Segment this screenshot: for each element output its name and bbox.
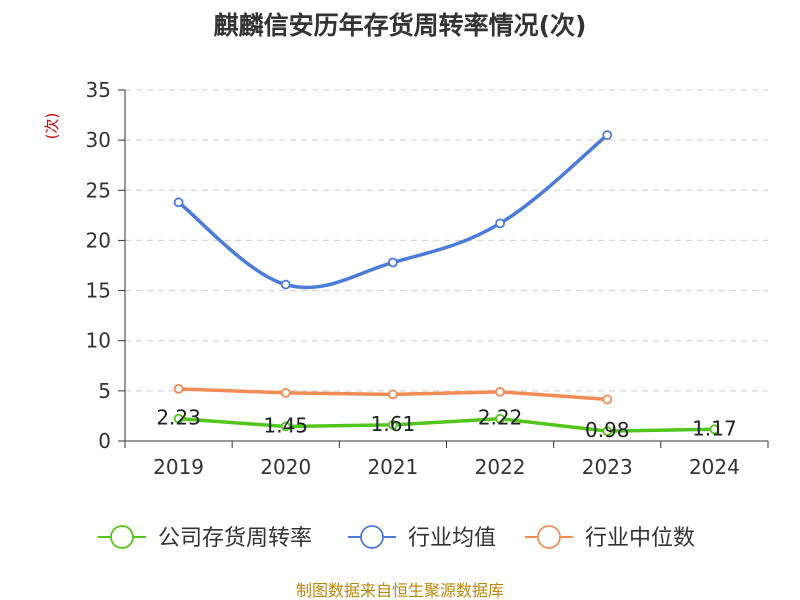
y-tick-label: 25	[86, 178, 111, 202]
data-point	[388, 257, 398, 268]
data-point	[173, 383, 184, 394]
data-label: 1.17	[692, 416, 737, 440]
legend-marker	[360, 525, 384, 549]
y-tick-label: 35	[86, 78, 111, 102]
data-point	[602, 394, 613, 405]
grid-lines	[125, 89, 768, 392]
data-label: 2.22	[478, 406, 523, 430]
data-point	[388, 389, 398, 400]
data-point	[709, 424, 720, 435]
y-tick-label: 30	[86, 128, 111, 152]
data-label: 1.45	[263, 413, 308, 437]
y-tick-label: 15	[86, 279, 111, 303]
series-lines	[173, 130, 720, 437]
legend: 公司存货周转率 行业均值 行业中位数	[98, 525, 695, 551]
x-tick-label: 2021	[367, 455, 418, 479]
series-line	[176, 416, 717, 433]
x-tick-label: 2023	[582, 455, 633, 479]
legend-label: 行业均值	[408, 526, 496, 551]
data-point	[280, 421, 291, 432]
data-label: 2.23	[156, 406, 201, 430]
legend-marker	[110, 525, 134, 549]
data-point	[173, 413, 184, 424]
data-point	[280, 387, 291, 398]
legend-marker	[537, 525, 561, 549]
y-tick-label: 20	[86, 228, 111, 252]
data-point	[495, 413, 505, 424]
data-label: 0.98	[585, 418, 630, 442]
x-tick-label: 2020	[260, 455, 311, 479]
y-tick-label: 0	[98, 429, 111, 453]
y-axis-unit: (次)	[43, 113, 61, 140]
data-point	[173, 197, 184, 208]
data-point	[602, 426, 613, 437]
data-point	[495, 386, 505, 397]
legend-label: 公司存货周转率	[158, 526, 312, 551]
data-point	[280, 279, 291, 290]
data-point	[495, 218, 505, 229]
axes: 0 5 10 15 20 25 30 35 2019 2020 2021 2022 2023 2024	[86, 78, 769, 479]
legend-label: 行业中位数	[585, 526, 695, 551]
data-labels: 2.23 1.45 1.61 2.22 0.98 1.17	[156, 406, 736, 443]
chart-title: 麒麟信安历年存货周转率情况(次)	[214, 11, 587, 40]
data-point	[602, 130, 613, 141]
y-tick-label: 5	[98, 379, 111, 403]
data-label: 1.61	[371, 412, 416, 436]
x-tick-label: 2024	[689, 455, 740, 479]
x-tick-label: 2022	[475, 455, 526, 479]
y-tick-label: 10	[86, 329, 111, 353]
source-note: 制图数据来自恒生聚源数据库	[296, 581, 504, 600]
x-tick-label: 2019	[153, 455, 204, 479]
data-point	[388, 419, 398, 430]
